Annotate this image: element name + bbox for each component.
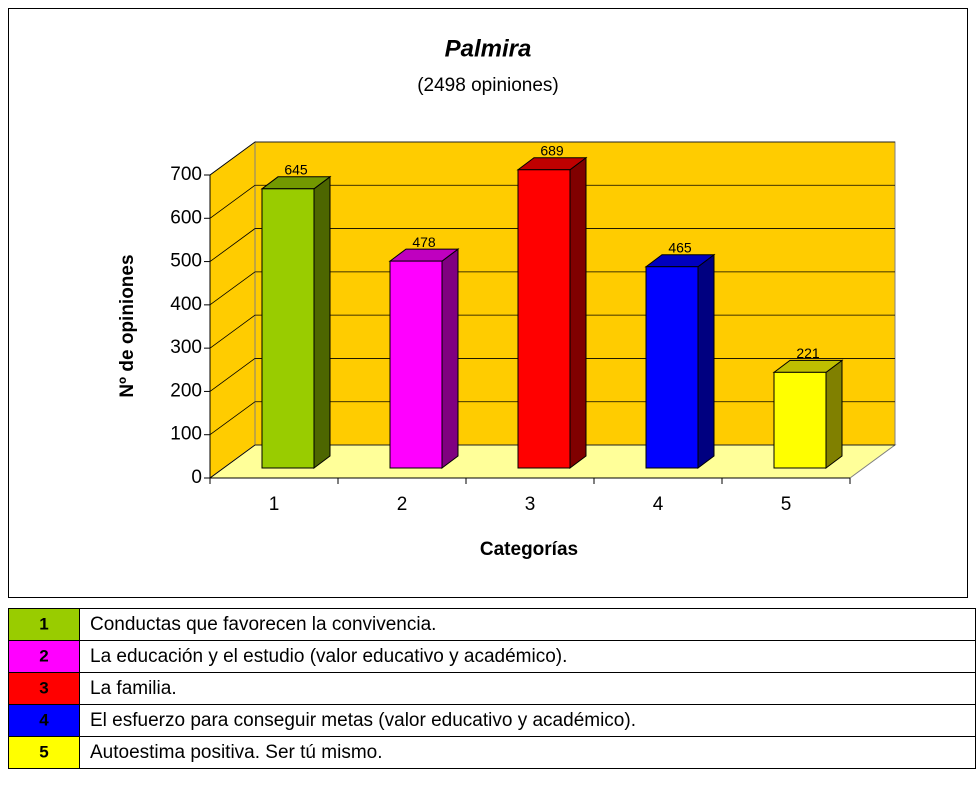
value-label: 221 [796,345,820,361]
legend-number: 2 [39,646,48,665]
y-tick-label: 600 [170,207,202,228]
y-tick-label: 700 [170,164,202,185]
x-tick-label: 5 [781,494,792,515]
legend-text-cell [79,736,976,769]
bar [773,371,827,469]
legend-text-cell [79,672,976,705]
legend-label: El esfuerzo para conseguir metas (valor … [90,710,636,731]
legend-number-cell [8,736,80,769]
legend-number-cell [8,704,80,737]
bar-side [697,253,715,469]
x-tick-label: 1 [269,494,280,515]
bar-side [825,359,843,469]
y-tick-label: 0 [191,467,202,488]
legend-number: 5 [39,742,48,761]
bar [261,188,315,469]
x-tick-label: 4 [653,494,664,515]
bar [645,266,699,469]
bar [389,260,443,469]
chart-title: Palmira [445,35,532,62]
bar-side [569,156,587,469]
value-label: 465 [668,239,692,255]
x-tick-label: 2 [397,494,408,515]
value-label: 645 [284,162,308,178]
legend-number: 4 [39,710,49,729]
bar-side [313,175,331,469]
legend-number-cell [8,672,80,705]
x-axis-title: Categorías [480,539,578,560]
y-axis-title: Nº de opiniones [117,254,138,397]
bar-side [441,248,459,469]
value-label: 478 [412,234,436,250]
grid-line [209,184,895,219]
bar [517,169,571,469]
y-tick-label: 300 [170,337,202,358]
legend-label: La educación y el estudio (valor educati… [90,646,567,667]
chart-subtitle: (2498 opiniones) [417,75,559,96]
side-wall [209,141,256,479]
legend-number: 1 [39,614,48,633]
y-tick-label: 400 [170,294,202,315]
y-tick-label: 500 [170,251,202,272]
grid-line [209,228,895,262]
x-tick-label: 3 [525,494,536,515]
value-label: 689 [540,142,564,158]
legend-label: Autoestima positiva. Ser tú mismo. [90,742,383,763]
legend-label: Conductas que favorecen la convivencia. [90,614,436,635]
legend-text-cell [79,704,976,737]
grid-line [209,141,895,176]
legend-text-cell [79,608,976,641]
legend-label: La familia. [90,678,177,699]
legend-number: 3 [39,678,48,697]
y-tick-label: 200 [170,380,202,401]
y-tick-label: 100 [170,424,202,445]
